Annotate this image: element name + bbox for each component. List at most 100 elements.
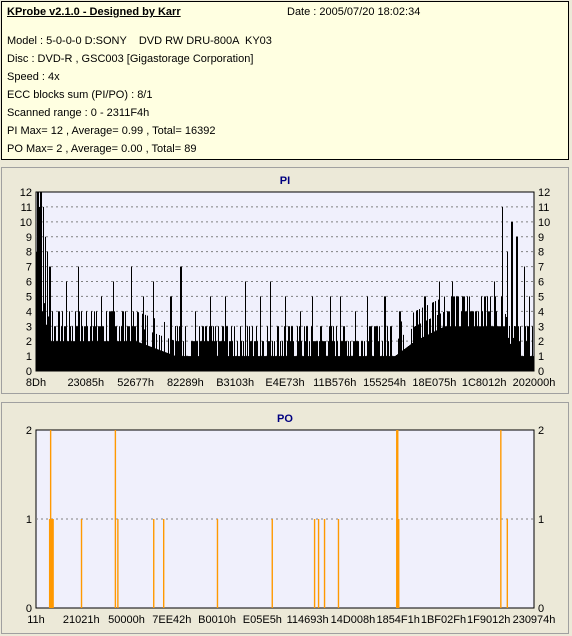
po-xtick-label: 1F9012h (467, 614, 510, 626)
pi-bar (275, 356, 276, 371)
pi-bar (123, 311, 124, 371)
pi-bar (258, 356, 259, 371)
pi-bar (350, 341, 351, 371)
pi-bar (478, 311, 479, 371)
pi-bar (256, 326, 257, 371)
pi-bar (247, 326, 248, 371)
pi-bar (461, 311, 462, 371)
pi-bar (393, 356, 394, 371)
pi-bar (423, 336, 424, 371)
pi-ytick-left: 1 (26, 351, 32, 363)
pi-bar (140, 342, 141, 371)
pi-bar (318, 356, 319, 371)
po-xtick-label: 21021h (63, 614, 100, 626)
pi-xtick-label: 1C8012h (462, 377, 507, 389)
pi-bar (315, 341, 316, 371)
pi-bar (97, 341, 98, 371)
pi-bar (263, 341, 264, 371)
pi-bar (226, 326, 227, 371)
pi-bar (439, 281, 440, 371)
pi-bar (396, 355, 397, 371)
pi-bar (508, 337, 509, 371)
pi-bar (269, 341, 270, 371)
pi-bar (75, 311, 76, 371)
po-bar (52, 519, 54, 608)
pi-bar (348, 341, 349, 371)
pi-bar (383, 356, 384, 371)
pi-bar (67, 341, 68, 371)
pi-bar (227, 326, 228, 371)
pi-bar (312, 296, 313, 371)
pi-bar (88, 341, 89, 371)
pi-bar (345, 341, 346, 371)
pi-bar (374, 326, 375, 371)
pi-bar (442, 327, 443, 371)
po-xtick-label: E05E5h (243, 614, 282, 626)
pi-bar (196, 341, 197, 371)
pi-bar (334, 341, 335, 371)
pi-ytick-right: 0 (538, 366, 544, 378)
pi-bar (178, 341, 179, 371)
pi-bar (433, 302, 434, 371)
pi-bar (518, 326, 519, 371)
po-bar (313, 519, 316, 608)
pi-bar (217, 356, 218, 371)
pi-bar (65, 326, 66, 371)
pi-bar (141, 343, 142, 371)
pi-bar (361, 341, 362, 371)
pi-xtick-label: 11B576h (313, 377, 356, 389)
pi-bar (62, 311, 63, 371)
pi-bar (158, 349, 159, 371)
pi-bar (428, 334, 429, 371)
pi-bar (137, 311, 138, 371)
pi-bar (479, 326, 480, 371)
pi-bar (119, 326, 120, 371)
pi-bar (40, 192, 41, 371)
pi-bar (413, 312, 414, 371)
pi-bar (311, 326, 312, 371)
pi-bar (323, 341, 324, 371)
pi-bar (292, 326, 293, 371)
info-line-ecc: ECC blocks sum (PI/PO) : 8/1 (7, 89, 153, 101)
pi-bar (241, 341, 242, 371)
pi-bar (395, 355, 396, 371)
pi-bar (441, 327, 442, 371)
pi-ytick-left: 7 (26, 262, 32, 274)
pi-bar (198, 356, 199, 371)
pi-bar (320, 326, 321, 371)
pi-bar (203, 326, 204, 371)
po-ytick-right: 0 (538, 603, 544, 615)
pi-bar (529, 296, 530, 371)
pi-bar (464, 296, 465, 371)
pi-bar (300, 311, 301, 371)
pi-ytick-left: 3 (26, 321, 32, 333)
pi-xtick-label: 82289h (167, 377, 204, 389)
pi-bar (514, 326, 515, 371)
pi-bar (337, 341, 338, 371)
pi-bar (230, 341, 231, 371)
pi-bar (375, 326, 376, 371)
pi-bar (335, 356, 336, 371)
pi-bar (306, 326, 307, 371)
pi-bar (369, 326, 370, 371)
pi-bar (491, 326, 492, 371)
pi-bar (424, 296, 425, 371)
pi-bar (416, 310, 417, 371)
pi-bar (525, 326, 526, 371)
pi-bar (507, 251, 508, 371)
pi-bar (368, 341, 369, 371)
pi-bar (100, 326, 101, 371)
pi-bar (272, 341, 273, 371)
po-bar (153, 519, 155, 608)
po-chart: 0 0 1 1 2 2 11h 21021h 50000h 7EE42h B0010h E05E5h 1… (26, 413, 556, 626)
pi-bar (204, 341, 205, 371)
pi-bar (98, 326, 99, 371)
pi-bar (86, 311, 87, 371)
pi-bar (533, 356, 534, 371)
pi-bar (509, 325, 510, 371)
pi-bar (114, 311, 115, 371)
pi-bar (69, 311, 70, 371)
pi-bar (453, 296, 454, 371)
pi-bar (44, 303, 45, 371)
pi-bar (243, 341, 244, 371)
